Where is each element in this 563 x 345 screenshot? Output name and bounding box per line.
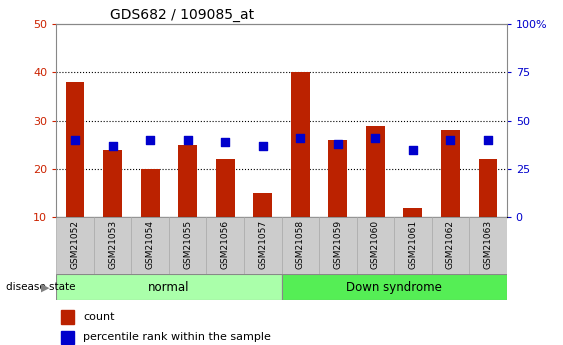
Point — [371, 135, 380, 141]
Text: GSM21053: GSM21053 — [108, 220, 117, 269]
Text: GSM21055: GSM21055 — [183, 220, 192, 269]
Text: GSM21061: GSM21061 — [408, 220, 417, 269]
Text: GDS682 / 109085_at: GDS682 / 109085_at — [110, 8, 254, 22]
Bar — [441, 130, 460, 266]
Bar — [244, 217, 282, 274]
Bar — [103, 150, 122, 266]
Bar — [328, 140, 347, 266]
Bar — [319, 217, 356, 274]
Text: GSM21063: GSM21063 — [484, 220, 493, 269]
Text: disease state: disease state — [6, 282, 75, 292]
Bar — [94, 217, 131, 274]
Bar — [66, 82, 84, 266]
Point — [183, 137, 192, 143]
Text: GSM21058: GSM21058 — [296, 220, 305, 269]
Bar — [253, 193, 272, 266]
Point — [221, 139, 230, 145]
Text: percentile rank within the sample: percentile rank within the sample — [83, 332, 271, 342]
Bar — [61, 310, 74, 324]
Bar — [469, 217, 507, 274]
Bar — [282, 217, 319, 274]
Bar — [169, 217, 207, 274]
Bar — [394, 217, 432, 274]
Bar — [366, 126, 385, 266]
Bar — [56, 274, 282, 300]
Bar — [282, 274, 507, 300]
Bar — [131, 217, 169, 274]
Bar — [291, 72, 310, 266]
Text: count: count — [83, 312, 115, 322]
Text: GSM21060: GSM21060 — [371, 220, 380, 269]
Point — [446, 137, 455, 143]
Bar — [432, 217, 469, 274]
Bar — [61, 331, 74, 344]
Point — [146, 137, 155, 143]
Text: GSM21052: GSM21052 — [70, 220, 79, 269]
Bar — [207, 217, 244, 274]
Point — [333, 141, 342, 147]
Point — [258, 143, 267, 149]
Text: ▶: ▶ — [41, 282, 50, 292]
Point — [408, 147, 417, 152]
Bar — [56, 217, 94, 274]
Text: GSM21059: GSM21059 — [333, 220, 342, 269]
Bar — [404, 208, 422, 266]
Text: normal: normal — [148, 281, 190, 294]
Bar — [479, 159, 497, 266]
Bar — [216, 159, 235, 266]
Text: GSM21054: GSM21054 — [146, 220, 155, 269]
Text: GSM21062: GSM21062 — [446, 220, 455, 269]
Bar — [178, 145, 197, 266]
Text: GSM21057: GSM21057 — [258, 220, 267, 269]
Text: GSM21056: GSM21056 — [221, 220, 230, 269]
Text: Down syndrome: Down syndrome — [346, 281, 442, 294]
Point — [484, 137, 493, 143]
Bar — [141, 169, 159, 266]
Bar — [356, 217, 394, 274]
Point — [296, 135, 305, 141]
Point — [108, 143, 117, 149]
Point — [70, 137, 79, 143]
